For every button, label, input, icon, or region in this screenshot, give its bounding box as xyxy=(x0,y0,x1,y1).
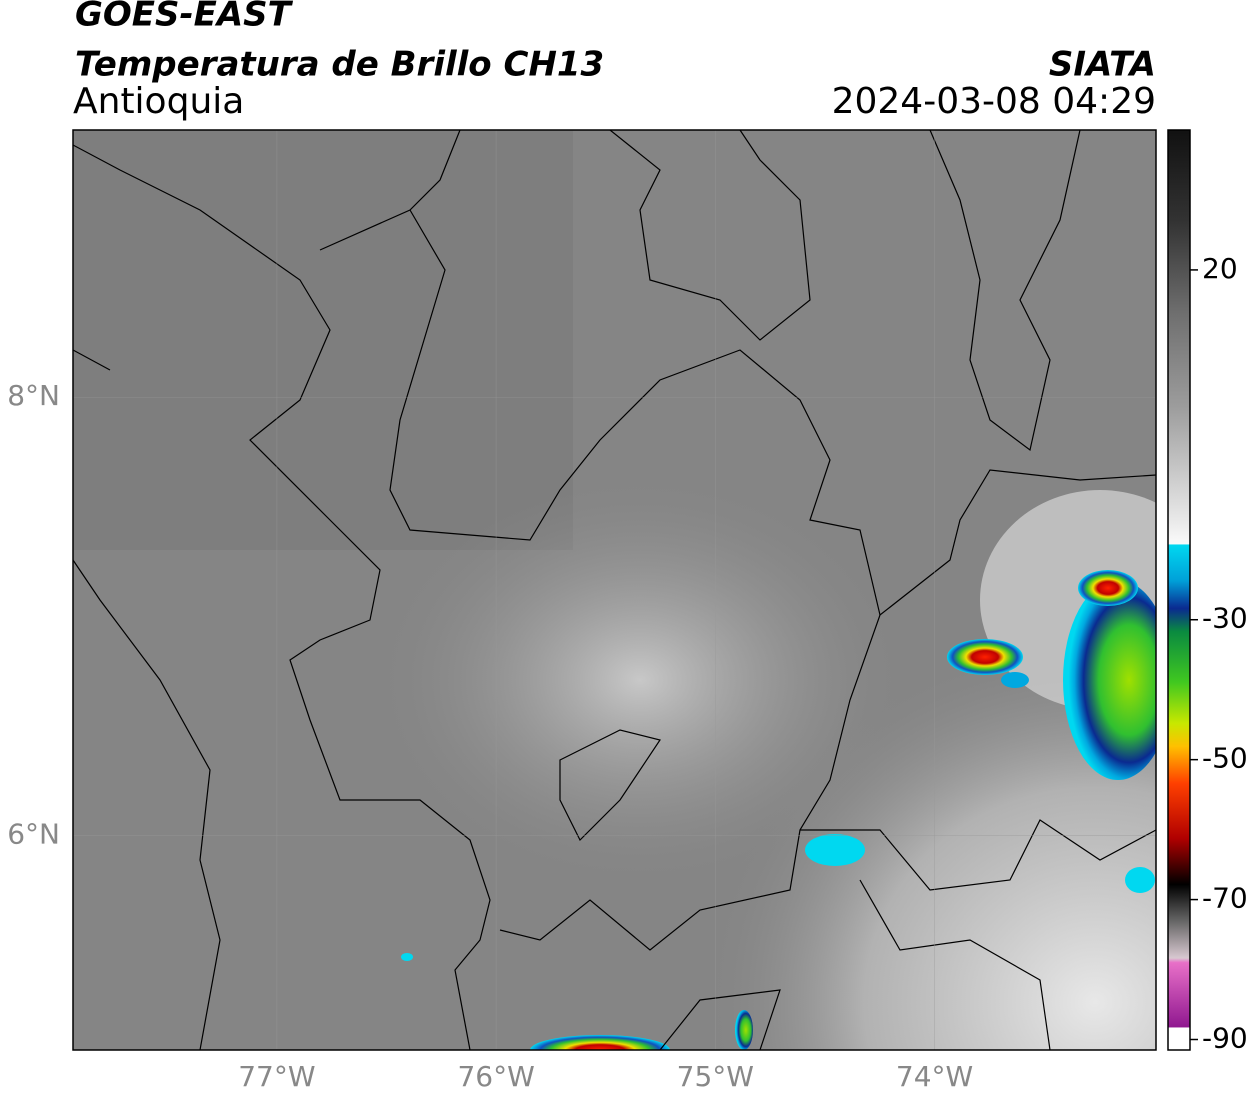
colorbar xyxy=(1167,129,1191,1051)
colorbar-tick-label: -30 xyxy=(1202,602,1248,635)
y-tick-label: 6°N xyxy=(7,817,60,850)
map-frame xyxy=(72,129,1157,1051)
agency-label: SIATA xyxy=(1049,45,1156,85)
region-label: Antioquia xyxy=(73,81,244,122)
colorbar-tick-label: 20 xyxy=(1202,252,1238,285)
colorbar-tick-label: -90 xyxy=(1202,1022,1248,1055)
satellite-title: GOES-EAST xyxy=(75,0,294,35)
x-tick-label: 77°W xyxy=(238,1060,315,1093)
colorbar-tick-label: -50 xyxy=(1202,742,1248,775)
colorbar-tick-label: -70 xyxy=(1202,882,1248,915)
x-tick-label: 75°W xyxy=(677,1060,754,1093)
y-tick-label: 8°N xyxy=(7,379,60,412)
x-tick-label: 74°W xyxy=(896,1060,973,1093)
datetime-label: 2024-03-08 04:29 xyxy=(832,81,1156,122)
x-tick-label: 76°W xyxy=(457,1060,534,1093)
graticule xyxy=(73,130,1156,1050)
product-title: Temperatura de Brillo CH13 xyxy=(75,45,604,85)
satellite-image xyxy=(73,130,1156,1050)
